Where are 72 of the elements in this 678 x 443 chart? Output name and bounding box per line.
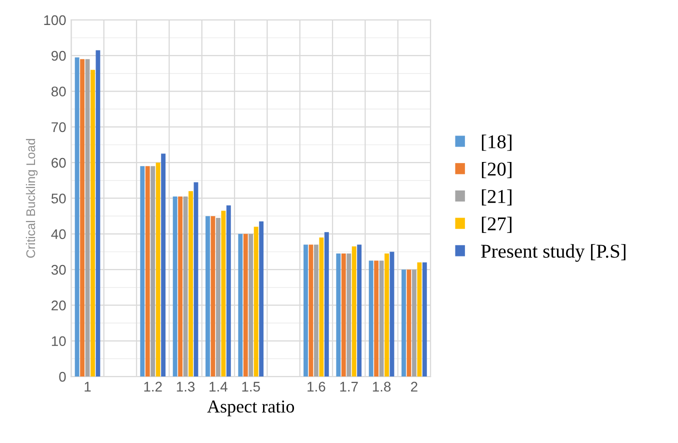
x-tick-label: 1: [84, 382, 91, 392]
x-tick-label: 1.6: [308, 382, 326, 392]
y-tick-label: 40: [51, 229, 66, 240]
bar: [161, 154, 166, 377]
bar: [379, 260, 384, 377]
bar: [183, 196, 188, 377]
bar: [85, 59, 90, 377]
bar: [390, 252, 394, 377]
bar: [336, 254, 341, 377]
x-tick-label: 1.3: [176, 382, 195, 392]
bar: [90, 70, 95, 377]
bar: [259, 221, 264, 377]
bar: [384, 254, 389, 377]
bar: [341, 254, 346, 377]
bar: [156, 162, 160, 377]
bar: [206, 216, 210, 377]
legend-label: [18]: [482, 134, 512, 151]
bar: [194, 182, 198, 377]
bar: [80, 59, 85, 377]
bar: [368, 260, 374, 377]
bar: [314, 244, 318, 377]
x-axis-title: Aspect ratio: [207, 400, 294, 416]
y-tick-label: 100: [44, 15, 66, 26]
x-tick-label: 1.8: [372, 382, 391, 392]
x-tick-label: 1.4: [210, 382, 228, 392]
y-tick-label: 0: [59, 372, 66, 382]
bar: [96, 50, 100, 377]
y-tick-label: 90: [52, 50, 66, 61]
y-tick-label: 20: [52, 300, 66, 310]
bar: [422, 262, 427, 377]
bar: [221, 210, 226, 377]
bar: [178, 196, 183, 377]
bar: [145, 166, 150, 377]
bar: [150, 166, 156, 377]
bar: [402, 270, 406, 377]
x-tick-label: 1.2: [144, 382, 162, 392]
y-tick-label: 80: [51, 86, 66, 96]
bar: [248, 234, 254, 377]
x-tick-label: 1.5: [242, 382, 260, 392]
legend-label: [20]: [482, 162, 512, 178]
legend-label: Present study [P.S]: [481, 244, 626, 262]
bar: [304, 244, 308, 377]
y-tick-label: 70: [52, 122, 66, 132]
y-tick-label: 10: [52, 336, 66, 346]
x-tick-label: 2: [411, 382, 418, 392]
bar: [346, 254, 352, 377]
y-tick-label: 30: [51, 264, 66, 275]
bar: [188, 191, 193, 377]
bar: [352, 246, 356, 377]
bar: [172, 196, 178, 377]
bar: [74, 57, 80, 377]
bar: [417, 262, 422, 377]
bar: [238, 234, 243, 377]
bar: [406, 270, 412, 377]
x-tick-label: 1.7: [340, 382, 358, 392]
y-axis-title: Critical Buckling Load: [26, 138, 38, 258]
bar: [324, 232, 329, 377]
bar: [140, 166, 145, 377]
bar: [308, 244, 314, 377]
y-tick-label: 50: [51, 194, 66, 204]
bar: [357, 244, 362, 377]
bar: [216, 218, 220, 377]
bar: [374, 260, 379, 377]
bar: [243, 234, 248, 377]
legend-label: [21]: [482, 189, 512, 206]
bar: [412, 270, 416, 377]
y-tick-label: 60: [52, 158, 66, 168]
bar: [254, 226, 258, 377]
bar: [210, 216, 216, 377]
legend-label: [27]: [482, 216, 512, 233]
bar: [226, 205, 231, 377]
bar: [319, 237, 324, 377]
